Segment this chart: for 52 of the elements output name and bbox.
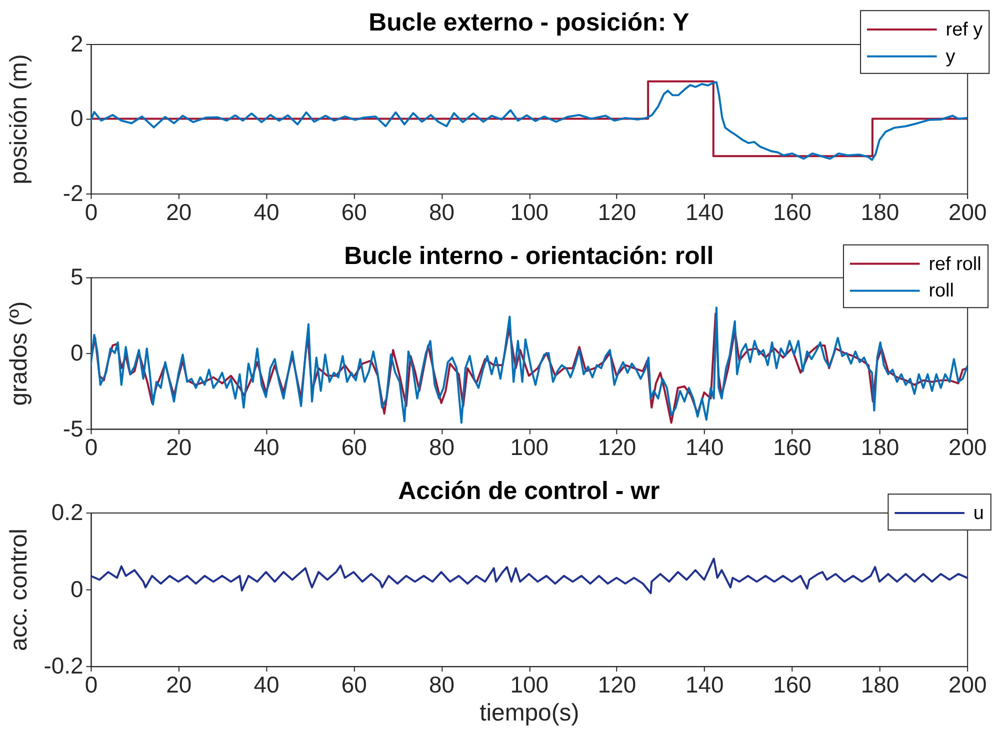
x-tick-label: 20 (166, 198, 192, 225)
y-tick-label: -0.2 (44, 652, 84, 679)
x-tick-label: 60 (341, 198, 367, 225)
x-tick-label: 180 (860, 672, 900, 698)
legend-label: roll (928, 280, 954, 302)
x-tick-label: 100 (510, 434, 549, 460)
x-tick-label: 180 (860, 198, 900, 225)
x-tick-label: 140 (686, 672, 724, 698)
line-series (90, 558, 968, 594)
y-tick-label: 0 (70, 105, 84, 132)
x-tick-label: 40 (254, 672, 280, 698)
x-tick-label: 20 (166, 672, 192, 698)
y-tick-label: 5 (70, 264, 84, 290)
x-tick-label: 20 (166, 434, 192, 460)
x-tick-label: 100 (510, 672, 549, 698)
x-tick-label: 120 (598, 198, 636, 225)
y-axis-title: posición (m) (5, 54, 32, 184)
x-tick-label: 200 (948, 672, 987, 698)
y-tick-label: -2 (62, 180, 84, 206)
x-tick-label: 140 (686, 434, 724, 460)
x-tick-label: 200 (948, 198, 987, 225)
y-tick-label: -5 (62, 415, 84, 442)
x-tick-label: 140 (686, 198, 724, 225)
x-tick-label: 120 (598, 434, 636, 460)
x-tick-label: 80 (429, 198, 455, 225)
legend-label: y (946, 46, 956, 68)
x-tick-label: 160 (773, 672, 812, 698)
x-tick-label: 60 (341, 434, 367, 460)
y-tick-label: 0 (70, 340, 84, 366)
y-axis-title: acc. control (5, 528, 32, 651)
legend-label: ref roll (928, 254, 982, 275)
x-tick-label: 40 (254, 434, 280, 460)
x-tick-label: 100 (510, 198, 549, 225)
x-tick-label: 180 (860, 434, 900, 460)
x-tick-label: 40 (254, 198, 280, 225)
y-axis-title: grados (º) (5, 301, 32, 406)
y-tick-label: 2 (70, 30, 84, 56)
y-tick-label: 0.2 (51, 499, 84, 526)
y-tick-label: 0 (70, 576, 84, 602)
x-tick-label: 120 (598, 672, 636, 698)
x-tick-label: 80 (429, 672, 455, 698)
chart-title: Bucle externo - posición: Y (368, 8, 690, 37)
x-tick-label: 80 (429, 434, 455, 460)
chart-title: Acción de control - wr (398, 477, 660, 506)
legend-label: u (973, 503, 984, 524)
chart-title: Bucle interno - orientación: roll (344, 242, 714, 270)
x-tick-label: 160 (773, 434, 812, 460)
x-tick-label: 60 (341, 672, 367, 698)
legend-label: ref y (946, 19, 984, 40)
x-tick-label: 200 (948, 434, 987, 460)
x-tick-label: 160 (773, 198, 812, 225)
x-axis-title: tiempo(s) (480, 699, 580, 726)
